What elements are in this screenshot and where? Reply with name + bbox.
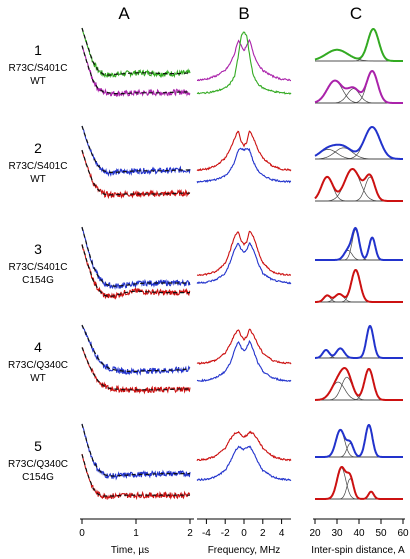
distribution-row1-magenta <box>314 69 403 104</box>
distribution-row1-green <box>314 28 403 62</box>
row-mutant: R73C/S401C <box>9 262 68 273</box>
row-label-4: 4 R73C/Q340C WT <box>8 339 68 384</box>
trace-row1-green <box>81 27 191 79</box>
tick-label: -2 <box>221 528 230 539</box>
tick-label: 20 <box>309 528 321 539</box>
distribution-row4-red <box>315 366 403 401</box>
trace-row2-blue <box>81 125 191 177</box>
row-mutant: R73C/S401C <box>9 63 68 74</box>
tick-label: 0 <box>79 528 85 539</box>
fit-row5-red <box>81 454 190 497</box>
component-row5-blue-0 <box>315 429 403 458</box>
fit-row1-magenta <box>81 45 190 95</box>
row-label-5: 5 R73C/Q340C C154G <box>8 438 68 483</box>
distribution-row5-blue <box>315 424 403 458</box>
row-label-3: 3 R73C/S401C C154G <box>9 241 68 286</box>
spectrum-row2-red <box>196 130 292 172</box>
spectrum-row4-red <box>196 328 292 365</box>
fit-row2-red <box>81 149 190 196</box>
panel-a-x-axis: Time, µs 0 1 2 <box>79 518 194 556</box>
tick-label: 60 <box>397 528 409 539</box>
spectrum-row1-magenta <box>197 38 291 82</box>
axis-label: Time, µs <box>111 545 149 556</box>
axis-label: Frequency, MHz <box>208 545 281 556</box>
column-header-c: C <box>350 4 362 23</box>
panel-b-x-axis: Frequency, MHz -4 -2 0 2 4 <box>197 518 291 556</box>
column-header-b: B <box>238 4 249 23</box>
row-variant: WT <box>30 76 46 87</box>
tick-label: 40 <box>353 528 365 539</box>
component-row2-blue-1 <box>315 147 403 160</box>
fit-row4-blue <box>81 324 191 372</box>
row-number: 5 <box>34 438 42 454</box>
row-variant: WT <box>30 373 46 384</box>
component-row5-blue-2 <box>315 424 403 458</box>
panel-c-distance-distributions <box>314 28 403 500</box>
row-mutant: R73C/Q340C <box>8 360 68 371</box>
trace-row2-red <box>81 150 191 200</box>
panel-a-time-traces <box>81 27 191 501</box>
fit-row3-red <box>81 244 190 298</box>
spectrum-row4-blue <box>196 339 292 383</box>
row-variant: C154G <box>22 275 54 286</box>
spectrum-row3-red <box>196 230 291 277</box>
panel-c-x-axis: Inter-spin distance, A 20 30 40 50 60 <box>309 518 409 556</box>
distribution-row3-red <box>315 269 403 303</box>
tick-label: 0 <box>241 528 247 539</box>
row-variant: C154G <box>22 472 54 483</box>
trace-row4-red <box>81 347 191 395</box>
row-label-1: 1 R73C/S401C WT <box>9 42 68 87</box>
component-row4-blue-2 <box>315 325 403 359</box>
row-number: 1 <box>34 42 42 58</box>
row-number: 3 <box>34 241 42 257</box>
axis-label: Inter-spin distance, A <box>311 545 405 556</box>
tick-label: 4 <box>279 528 285 539</box>
distribution-row3-blue <box>315 226 403 261</box>
component-row2-red-2 <box>315 176 403 202</box>
trace-row1-magenta <box>81 45 191 98</box>
component-row3-blue-0 <box>315 250 403 261</box>
spectrum-row5-blue <box>196 445 292 482</box>
fit-row4-red <box>81 347 190 391</box>
row-number: 2 <box>34 140 42 156</box>
distribution-row2-blue <box>314 126 403 160</box>
tick-label: 1 <box>133 528 139 539</box>
trace-row3-blue <box>81 227 191 290</box>
panel-b-frequency-spectra <box>196 31 292 482</box>
component-row5-red-1 <box>315 478 403 500</box>
fit-row2-blue <box>81 125 190 173</box>
fit-row3-blue <box>81 226 190 287</box>
row-number: 4 <box>34 339 42 355</box>
tick-label: 30 <box>331 528 343 539</box>
spectrum-row2-blue <box>196 147 292 184</box>
trace-row5-blue <box>81 423 191 481</box>
spectrum-row5-red <box>196 430 292 462</box>
tick-label: 2 <box>260 528 266 539</box>
component-row2-blue-2 <box>315 126 403 160</box>
trace-row4-blue <box>81 325 191 376</box>
tick-label: -4 <box>202 528 211 539</box>
row-variant: WT <box>30 174 46 185</box>
trace-row3-red <box>81 244 191 300</box>
fit-row1-green <box>81 27 191 76</box>
distribution-row2-red <box>314 168 403 202</box>
component-row2-red-0 <box>314 176 403 202</box>
tick-label: 2 <box>187 528 193 539</box>
row-mutant: R73C/Q340C <box>8 459 68 470</box>
spectrum-row3-blue <box>196 242 292 285</box>
row-label-2: 2 R73C/S401C WT <box>9 140 68 185</box>
fit-row5-blue <box>81 423 190 477</box>
spectrum-row1-green <box>196 31 292 95</box>
distribution-row5-red <box>315 465 403 500</box>
tick-label: 50 <box>375 528 387 539</box>
component-row5-red-0 <box>315 467 403 500</box>
component-row4-blue-1 <box>315 348 403 359</box>
component-row4-red-1 <box>315 376 403 401</box>
distribution-row4-blue <box>315 324 403 359</box>
row-mutant: R73C/S401C <box>9 161 68 172</box>
component-row1-green-1 <box>315 28 403 62</box>
component-row2-red-1 <box>315 168 403 202</box>
column-header-a: A <box>118 4 130 23</box>
